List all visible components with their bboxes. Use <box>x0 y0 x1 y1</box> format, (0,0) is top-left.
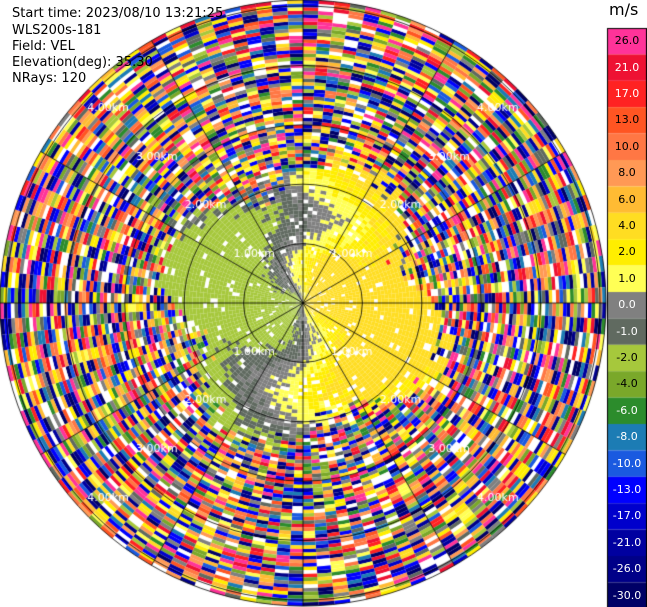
colorbar-tick-label: -10.0 <box>612 456 642 470</box>
colorbar-tick-label: 10.0 <box>614 139 640 153</box>
colorbar-tick-label: -4.0 <box>616 377 638 391</box>
colorbar-tick-label: 13.0 <box>614 113 640 127</box>
colorbar-tick-label: -13.0 <box>612 483 642 496</box>
colorbar-tick-label: -1.0 <box>616 324 638 338</box>
colorbar-tick-label: 17.0 <box>614 87 640 100</box>
colorbar-tick-label: 2.0 <box>618 245 636 259</box>
colorbar-tick-label: -21.0 <box>612 535 642 549</box>
colorbar-tick-label: -30.0 <box>612 588 642 602</box>
colorbar-tick-label: -6.0 <box>616 403 638 417</box>
colorbar-tick-label: 26.0 <box>614 34 640 48</box>
colorbar-tick-label: -26.0 <box>612 562 642 576</box>
colorbar-tick-label: 1.0 <box>618 271 636 285</box>
elevation-label: Elevation(deg): 35.30 <box>12 55 153 70</box>
start-time-label: Start time: 2023/08/10 13:21:25 <box>12 6 224 21</box>
instrument-label: WLS200s-181 <box>12 23 102 38</box>
colorbar-tick-label: -8.0 <box>616 430 638 444</box>
colorbar-tick-label: 21.0 <box>614 60 640 74</box>
colorbar-tick-label: -2.0 <box>616 351 638 364</box>
colorbar-tick-label: -17.0 <box>612 509 642 523</box>
colorbar-unit: m/s <box>609 0 639 19</box>
colorbar-tick-label: 8.0 <box>618 166 636 180</box>
colorbar-tick-label: 6.0 <box>618 192 636 206</box>
nrays-label: NRays: 120 <box>12 71 87 86</box>
colorbar-tick-label: 0.0 <box>618 298 636 312</box>
colorbar-tick-label: 4.0 <box>618 219 636 232</box>
field-label: Field: VEL <box>12 39 75 54</box>
